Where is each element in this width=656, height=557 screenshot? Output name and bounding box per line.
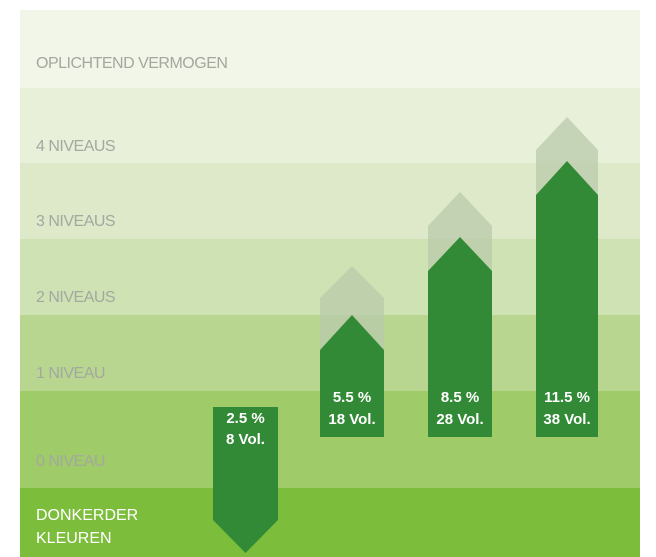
title: OPLICHTEND VERMOGEN (36, 55, 227, 72)
arrow (320, 315, 384, 437)
percent-label: 2.5 % (226, 410, 264, 427)
level-label: 3 NIVEAUS (36, 213, 115, 230)
level-label: 1 NIVEAU (36, 365, 105, 382)
band (20, 488, 640, 557)
percent-label: 8.5 % (441, 389, 479, 406)
percent-label: 11.5 % (544, 389, 590, 406)
volume-label: 28 Vol. (436, 411, 483, 428)
arrow (428, 237, 492, 437)
percent-label: 5.5 % (333, 389, 371, 406)
darker-label: DONKERDER (36, 507, 138, 524)
arrow (213, 407, 278, 553)
volume-label: 8 Vol. (226, 431, 265, 448)
darker-label: KLEUREN (36, 530, 112, 547)
arrow (536, 161, 598, 437)
band (20, 10, 640, 88)
volume-label: 18 Vol. (328, 411, 375, 428)
level-label: 4 NIVEAUS (36, 138, 115, 155)
level-label: 0 NIVEAU (36, 453, 105, 470)
level-label: 2 NIVEAUS (36, 289, 115, 306)
volume-label: 38 Vol. (543, 411, 590, 428)
